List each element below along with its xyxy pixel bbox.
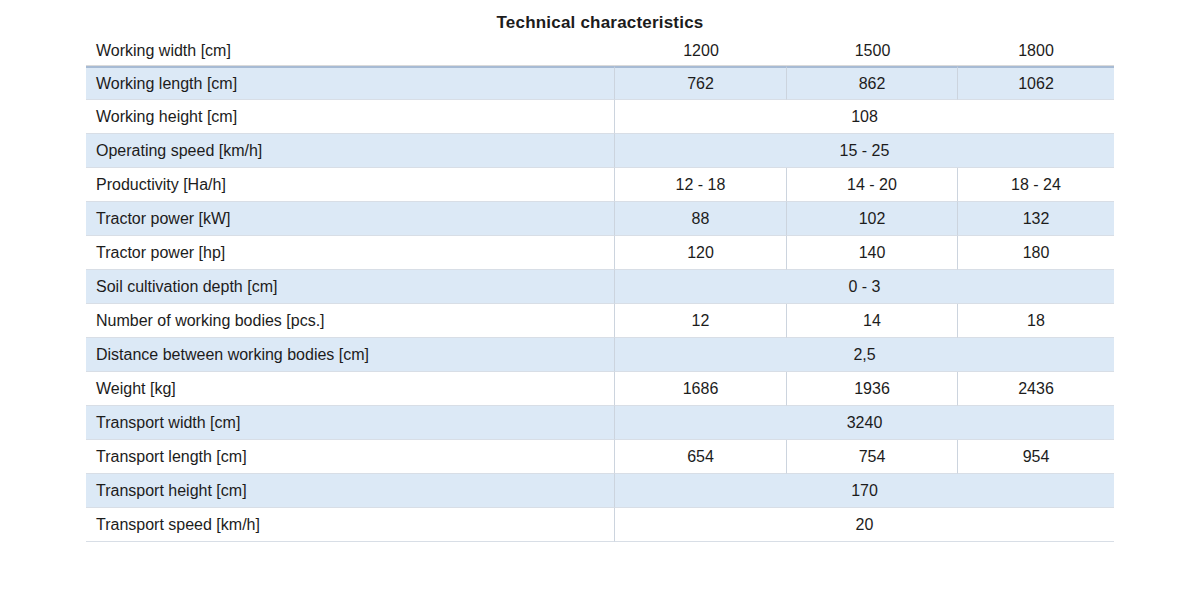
row-label: Distance between working bodies [cm] xyxy=(86,338,615,372)
table-row: Productivity [Ha/h] 12 - 1814 - 2018 - 2… xyxy=(86,168,1114,202)
row-label: Soil cultivation depth [cm] xyxy=(86,270,615,304)
row-value: 862 xyxy=(787,66,958,100)
row-label: Operating speed [km/h] xyxy=(86,134,615,168)
row-value: 132 xyxy=(958,202,1114,236)
row-value: 180 xyxy=(958,236,1114,270)
table-row: Transport length [cm] 654754954 xyxy=(86,440,1114,474)
row-value: 14 xyxy=(787,304,958,338)
table-row: Operating speed [km/h] 15 - 25 xyxy=(86,134,1114,168)
row-label: Tractor power [hp] xyxy=(86,236,615,270)
header-value-1200: 1200 xyxy=(615,36,787,66)
row-label: Transport length [cm] xyxy=(86,440,615,474)
table-row: Weight [kg] 168619362436 xyxy=(86,372,1114,406)
row-value: 1686 xyxy=(615,372,787,406)
table-row: Transport speed [km/h] 20 xyxy=(86,508,1114,542)
row-value: 120 xyxy=(615,236,787,270)
header-value-1500: 1500 xyxy=(787,36,958,66)
row-value-merged: 170 xyxy=(615,474,1114,508)
row-label: Transport height [cm] xyxy=(86,474,615,508)
table-header: Working width [cm] 1200 1500 1800 xyxy=(86,36,1114,66)
row-value-merged: 108 xyxy=(615,100,1114,134)
header-value-1800: 1800 xyxy=(958,36,1114,66)
row-value: 18 - 24 xyxy=(958,168,1114,202)
row-value: 102 xyxy=(787,202,958,236)
row-value-merged: 15 - 25 xyxy=(615,134,1114,168)
table-row: Number of working bodies [pcs.] 121418 xyxy=(86,304,1114,338)
row-value: 762 xyxy=(615,66,787,100)
row-value: 754 xyxy=(787,440,958,474)
page: Technical characteristics Working width … xyxy=(0,0,1200,590)
row-value: 954 xyxy=(958,440,1114,474)
row-value-merged: 20 xyxy=(615,508,1114,542)
row-value: 18 xyxy=(958,304,1114,338)
row-label: Transport speed [km/h] xyxy=(86,508,615,542)
row-value: 12 - 18 xyxy=(615,168,787,202)
row-value-merged: 0 - 3 xyxy=(615,270,1114,304)
header-row: Working width [cm] 1200 1500 1800 xyxy=(86,36,1114,66)
header-label: Working width [cm] xyxy=(86,36,615,66)
row-value: 140 xyxy=(787,236,958,270)
row-value: 88 xyxy=(615,202,787,236)
table-row: Soil cultivation depth [cm] 0 - 3 xyxy=(86,270,1114,304)
row-value: 14 - 20 xyxy=(787,168,958,202)
row-value: 2436 xyxy=(958,372,1114,406)
row-value-merged: 2,5 xyxy=(615,338,1114,372)
table-row: Distance between working bodies [cm] 2,5 xyxy=(86,338,1114,372)
row-value: 654 xyxy=(615,440,787,474)
row-label: Working length [cm] xyxy=(86,66,615,100)
table-row: Tractor power [hp] 120140180 xyxy=(86,236,1114,270)
table-row: Transport width [cm] 3240 xyxy=(86,406,1114,440)
row-label: Transport width [cm] xyxy=(86,406,615,440)
table-body: Working length [cm] 7628621062 Working h… xyxy=(86,66,1114,542)
row-label: Weight [kg] xyxy=(86,372,615,406)
table-row: Working height [cm] 108 xyxy=(86,100,1114,134)
row-label: Productivity [Ha/h] xyxy=(86,168,615,202)
table-row: Transport height [cm] 170 xyxy=(86,474,1114,508)
row-value: 1936 xyxy=(787,372,958,406)
row-label: Number of working bodies [pcs.] xyxy=(86,304,615,338)
page-title: Technical characteristics xyxy=(86,0,1114,33)
row-value-merged: 3240 xyxy=(615,406,1114,440)
table-row: Tractor power [kW] 88102132 xyxy=(86,202,1114,236)
row-label: Working height [cm] xyxy=(86,100,615,134)
row-label: Tractor power [kW] xyxy=(86,202,615,236)
technical-characteristics-table: Working width [cm] 1200 1500 1800 Workin… xyxy=(86,36,1114,542)
row-value: 12 xyxy=(615,304,787,338)
table-row: Working length [cm] 7628621062 xyxy=(86,66,1114,100)
row-value: 1062 xyxy=(958,66,1114,100)
